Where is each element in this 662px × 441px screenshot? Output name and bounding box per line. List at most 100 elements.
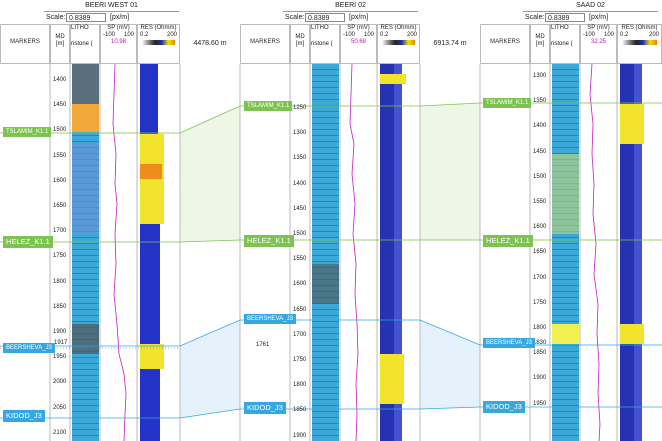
depth-tick-label: 1600 (53, 177, 67, 184)
depth-tick-label: 1650 (53, 203, 67, 209)
correlation-zone-blue (420, 320, 480, 409)
md-track-3: 1300 1350 1400 1450 1500 1550 1600 1650 1700 1750… (531, 64, 550, 441)
sp-min: -100 (583, 32, 596, 38)
md-unit: [m] (295, 41, 305, 47)
scale-label: Scale: (525, 14, 545, 21)
depth-tick-label: 1850 (293, 407, 307, 414)
sp-header: SP (mV) -100 100 10.98 (100, 24, 137, 64)
depth-tick-label: 2000 (53, 379, 67, 386)
res-label: RES (Ohmm) (621, 25, 658, 31)
res-track (619, 64, 661, 441)
marker-tslamim-3[interactable]: TSLAMIM_K1.1 (483, 98, 532, 108)
litho-track (552, 64, 579, 441)
scale-input[interactable]: 0.8389 (66, 13, 106, 22)
marker-helez-3[interactable]: HELEZ_K1.1 (483, 235, 533, 247)
depth-tick-label: 1350 (533, 98, 547, 105)
depth-tick-label: 1700 (293, 331, 307, 338)
sp-header: SP (mV) -100 100 32.25 (580, 24, 617, 64)
depth-tick-label: 1750 (293, 357, 307, 363)
depth-tick-label: 1600 (533, 224, 547, 231)
litho-track (312, 64, 339, 441)
depth-tick-label: 1900 (533, 375, 547, 382)
sp-value: 32.25 (590, 39, 606, 45)
marker-kidod-3[interactable]: KIDOD_J3 (483, 401, 525, 413)
depth-tick-label: 1900 (53, 329, 67, 335)
sp-curve (589, 64, 601, 441)
res-colorbar (142, 40, 175, 45)
sp-max: 100 (363, 32, 374, 38)
scale-unit: [px/m] (589, 14, 609, 21)
res-header: RES (Ohmm) 0.2 200 (377, 24, 420, 64)
litho-sub: nstone ( (551, 41, 573, 47)
sp-value: 50.68 (350, 39, 366, 45)
sp-curve (349, 64, 359, 441)
well-distance-1-2: 4478.60 m (182, 37, 238, 51)
marker-beersheva-2[interactable]: BEERSHEVA_J3 (244, 314, 296, 324)
litho-header: LITHO nstone ( (550, 24, 580, 64)
marker-beersheva-1[interactable]: BEERSHEVA_J3 (3, 343, 55, 353)
sp-min: -100 (343, 32, 356, 38)
sp-max: 100 (123, 32, 134, 38)
correlation-zone-green (180, 106, 240, 242)
litho-band (72, 144, 99, 234)
litho-band (312, 264, 339, 304)
depth-tick-label: 1750 (53, 253, 67, 260)
marker-depth-1: 1917 (54, 340, 68, 346)
litho-band (72, 324, 99, 354)
md-header: MD [m] (530, 24, 550, 64)
res-max: 200 (648, 32, 659, 38)
marker-helez-1[interactable]: HELEZ_K1.1 (3, 236, 53, 248)
scale-unit: [px/m] (110, 14, 130, 21)
sp-min: -100 (103, 32, 116, 38)
sp-label: SP (mV) (587, 25, 610, 31)
md-header-label: MD (55, 34, 65, 40)
md-track-1: 1400 1450 1500 1550 1600 1650 1700 1750 1800 1850… (51, 64, 70, 441)
correlation-zone-blue (180, 320, 240, 418)
res-colorbar (622, 40, 657, 45)
res-min: 0.2 (140, 32, 149, 38)
md-track-2: 1250 1300 1350 1400 1450 1500 1550 1600 1650 1700… (291, 64, 310, 441)
marker-kidod-1[interactable]: KIDOD_J3 (3, 410, 45, 422)
marker-tslamim-1[interactable]: TSLAMIM_K1.1 (3, 127, 52, 137)
litho-label: LITHO (71, 25, 89, 31)
litho-band (552, 154, 579, 234)
litho-header: LITHO nstone ( (70, 24, 100, 64)
depth-tick-label: 1500 (533, 173, 547, 180)
scale-label: Scale: (46, 14, 66, 21)
litho-sub: nstone ( (71, 41, 93, 47)
header-divider (523, 11, 658, 12)
res-colorbar (382, 40, 415, 45)
depth-tick-label: 1550 (293, 256, 307, 263)
depth-tick-label: 1400 (293, 180, 307, 187)
markers-header: MARKERS (0, 24, 50, 64)
marker-depth-2: 1761 (256, 342, 270, 348)
depth-tick-label: 1300 (533, 73, 547, 79)
res-track (139, 64, 179, 441)
res-label: RES (Ohmm) (380, 25, 417, 31)
scale-unit: [px/m] (349, 14, 369, 21)
depth-tick-label: 1700 (533, 274, 547, 281)
scale-input[interactable]: 0.8389 (305, 13, 345, 22)
marker-tslamim-2[interactable]: TSLAMIM_K1.1 (244, 101, 293, 111)
res-track (379, 64, 419, 441)
depth-tick-label: 1800 (53, 278, 67, 285)
depth-tick-label: 1450 (53, 102, 67, 109)
marker-beersheva-3[interactable]: BEERSHEVA_J3 (483, 338, 535, 348)
marker-helez-2[interactable]: HELEZ_K1.1 (244, 235, 294, 247)
well-title-2: BEERI 02 (335, 2, 366, 9)
md-header-label: MD (295, 34, 305, 40)
depth-tick-label: 1550 (53, 152, 67, 159)
depth-tick-label: 1250 (293, 105, 307, 111)
litho-shale-band (72, 64, 99, 104)
scale-input[interactable]: 0.8389 (545, 13, 585, 22)
depth-tick-label: 1350 (293, 155, 307, 162)
sp-curve (112, 64, 127, 441)
marker-kidod-2[interactable]: KIDOD_J3 (244, 402, 286, 414)
depth-tick-label: 1450 (533, 148, 547, 155)
md-unit: [m] (55, 41, 65, 47)
correlation-panel (0, 64, 662, 441)
depth-tick-label: 1850 (53, 303, 67, 310)
res-header: RES (Ohmm) 0.2 200 (137, 24, 180, 64)
depth-tick-label: 1950 (533, 400, 547, 407)
depth-tick-label: 1400 (533, 123, 547, 130)
